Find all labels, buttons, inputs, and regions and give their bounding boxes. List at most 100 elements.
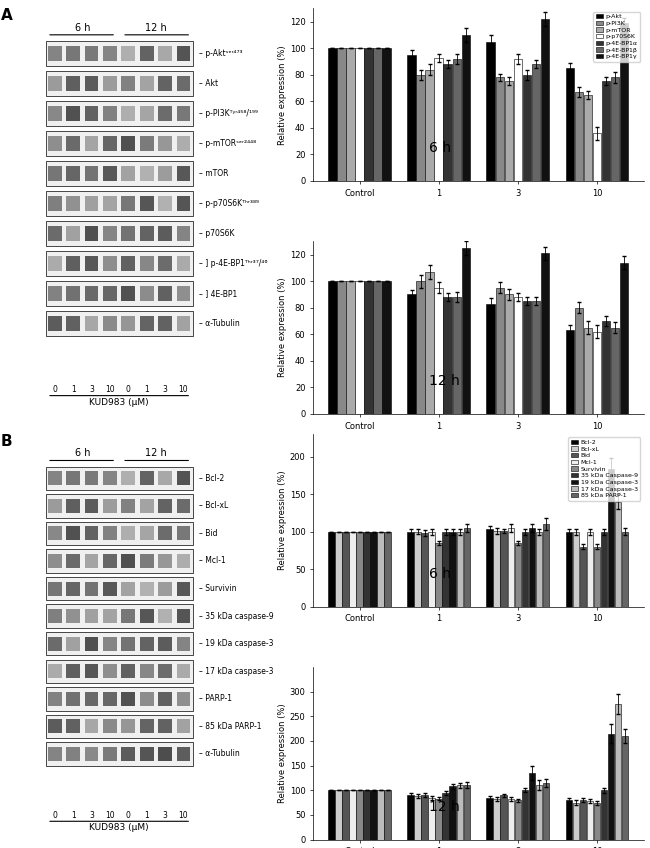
Bar	[84, 719, 98, 734]
Bar	[622, 532, 629, 606]
Bar	[615, 704, 621, 840]
Text: A: A	[1, 8, 12, 24]
Bar	[508, 799, 514, 840]
Bar	[103, 609, 117, 623]
Bar	[122, 527, 135, 540]
Bar	[46, 310, 192, 336]
Bar	[122, 256, 135, 271]
Bar	[48, 76, 62, 92]
Bar	[140, 692, 153, 706]
Bar	[486, 529, 493, 606]
Text: – p-mTORˢᵉʳ²⁴⁴⁸: – p-mTORˢᵉʳ²⁴⁴⁸	[199, 139, 256, 148]
Bar	[122, 226, 135, 241]
Bar	[593, 802, 601, 840]
Bar	[84, 637, 98, 650]
Bar	[140, 637, 153, 650]
Bar	[328, 48, 337, 181]
Text: KUD983 (μM): KUD983 (μM)	[498, 462, 558, 471]
Bar	[48, 136, 62, 151]
Bar	[414, 796, 421, 840]
Bar	[177, 166, 190, 181]
Bar	[620, 263, 629, 414]
Bar	[66, 226, 80, 241]
Bar	[84, 136, 98, 151]
Bar	[349, 532, 356, 606]
Bar	[66, 136, 80, 151]
Bar	[177, 609, 190, 623]
Bar	[177, 196, 190, 211]
Text: 6 h: 6 h	[429, 566, 450, 581]
Text: 3: 3	[89, 386, 94, 394]
Bar	[608, 734, 614, 840]
Text: 10: 10	[179, 386, 188, 394]
Bar	[158, 471, 172, 485]
Bar	[356, 282, 364, 414]
Legend: p-Akt, p-PI3K, p-mTOR, p-p70S6K, p-4E-BP1α, p-4E-BP1β, p-4E-BP1γ: p-Akt, p-PI3K, p-mTOR, p-p70S6K, p-4E-BP…	[593, 12, 640, 62]
Bar	[140, 554, 153, 568]
Bar	[158, 286, 172, 301]
Bar	[463, 785, 470, 840]
Bar	[48, 166, 62, 181]
Text: 3: 3	[162, 386, 168, 394]
Text: – ] 4E-BP1: – ] 4E-BP1	[199, 289, 237, 298]
Bar	[177, 315, 190, 331]
Bar	[140, 196, 153, 211]
Bar	[158, 499, 172, 513]
Bar	[356, 790, 363, 840]
Bar	[177, 46, 190, 61]
Bar	[122, 286, 135, 301]
Bar	[122, 499, 135, 513]
Bar	[103, 136, 117, 151]
Bar	[566, 532, 572, 606]
Bar	[48, 315, 62, 331]
Bar	[177, 747, 190, 761]
Y-axis label: Relative expression (%): Relative expression (%)	[278, 45, 287, 144]
Bar	[521, 532, 528, 606]
Bar	[486, 42, 495, 181]
Bar	[456, 785, 463, 840]
Bar	[48, 286, 62, 301]
Bar	[140, 46, 153, 61]
Bar	[417, 75, 425, 181]
Bar	[536, 785, 542, 840]
Bar	[158, 582, 172, 595]
Bar	[462, 35, 470, 181]
Bar	[536, 532, 542, 606]
Bar	[66, 747, 80, 761]
Text: 0: 0	[52, 812, 57, 820]
Bar	[177, 76, 190, 92]
Bar	[177, 664, 190, 678]
Bar	[436, 543, 442, 606]
Bar	[140, 286, 153, 301]
Bar	[356, 48, 364, 181]
Bar	[103, 471, 117, 485]
Bar	[532, 301, 540, 414]
Bar	[593, 133, 601, 181]
Bar	[158, 136, 172, 151]
Bar	[514, 59, 522, 181]
Text: 10: 10	[105, 386, 115, 394]
Bar	[158, 637, 172, 650]
Bar	[140, 136, 153, 151]
Bar	[566, 801, 572, 840]
Bar	[46, 577, 192, 600]
Bar	[346, 282, 355, 414]
Bar	[48, 527, 62, 540]
Bar	[158, 166, 172, 181]
Text: – Mcl-1: – Mcl-1	[199, 556, 226, 566]
Bar	[566, 330, 574, 414]
Y-axis label: Relative expression (%): Relative expression (%)	[278, 278, 287, 377]
Text: – p-Aktˢᵉʳ⁴⁷³: – p-Aktˢᵉʳ⁴⁷³	[199, 49, 242, 59]
Bar	[48, 719, 62, 734]
Bar	[140, 582, 153, 595]
Bar	[587, 801, 593, 840]
Bar	[408, 55, 416, 181]
Bar	[103, 256, 117, 271]
Bar	[328, 532, 335, 606]
Bar	[66, 719, 80, 734]
Bar	[122, 136, 135, 151]
Bar	[177, 527, 190, 540]
Bar	[158, 609, 172, 623]
Bar	[140, 166, 153, 181]
Bar	[335, 532, 342, 606]
